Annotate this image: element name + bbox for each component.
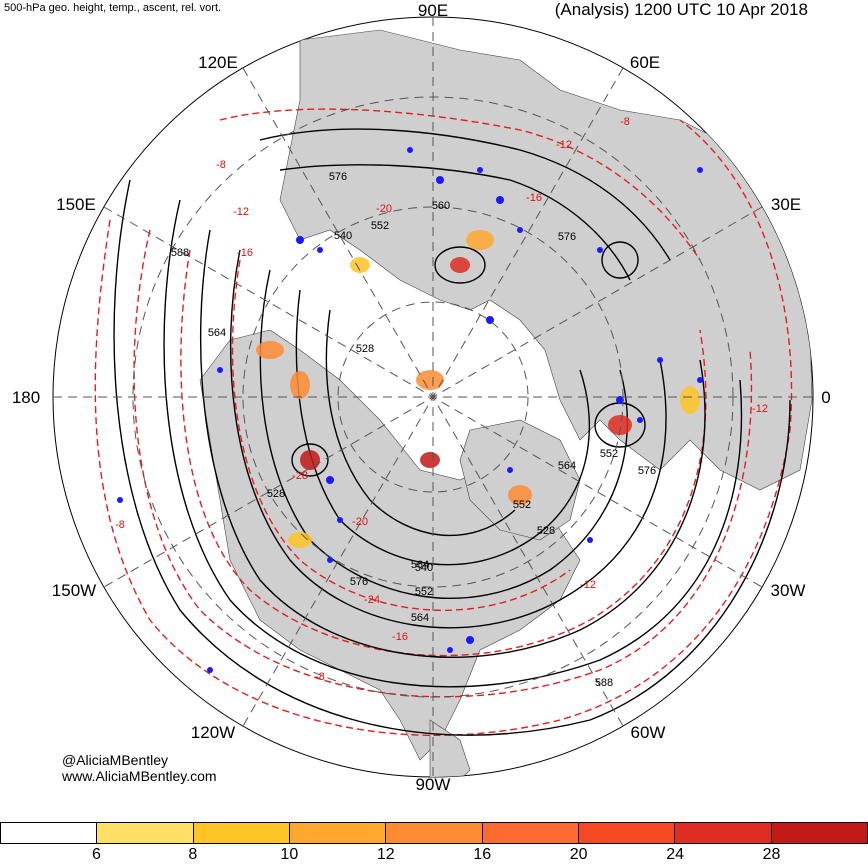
lon-label-120w: 120W (191, 723, 235, 742)
graticule (53, 17, 813, 777)
temp-label: -12 (580, 579, 596, 591)
height-label: 564 (208, 327, 226, 339)
height-label: 528 (537, 525, 555, 537)
temp-label: -8 (115, 519, 125, 531)
lon-label-30w: 30W (771, 581, 806, 600)
height-label: 560 (432, 200, 450, 212)
colorbar-segment (97, 823, 194, 843)
temp-label: -12 (556, 139, 572, 151)
height-label: 588 (595, 677, 613, 689)
height-label: 552 (415, 586, 433, 598)
temp-label: -8 (315, 671, 325, 683)
temp-label: -12 (752, 403, 768, 415)
colorbar-segment (193, 823, 290, 843)
temp-label: -16 (526, 192, 542, 204)
height-label: 564 (411, 559, 429, 571)
colorbar (0, 822, 868, 844)
height-labels: 576 552 540 588 564 528 564 552 576 564 … (171, 171, 656, 689)
analysis-title: (Analysis) 1200 UTC 10 Apr 2018 (554, 0, 808, 19)
temp-label: -24 (364, 594, 380, 606)
lon-label-150w: 150W (52, 581, 96, 600)
colorbar-segment (1, 823, 98, 843)
colorbar-segment (675, 823, 772, 843)
central-america-landmass (429, 719, 471, 777)
temp-label: -16 (392, 631, 408, 643)
lon-label-60w: 60W (631, 723, 666, 742)
temp-label: -12 (233, 206, 249, 218)
lon-label-120e: 120E (198, 53, 238, 72)
temp-label: -20 (352, 516, 368, 528)
height-label: 528 (356, 343, 374, 355)
polar-stereographic-map: 90E 120E 60E 150E 30E 180 0 150W 30W 120… (12, 1, 831, 794)
colorbar-segment (289, 823, 387, 843)
height-label: 576 (350, 576, 368, 588)
height-label: 576 (329, 171, 347, 183)
vorticity-shading (256, 230, 700, 548)
colorbar-tick-label: 10 (280, 846, 299, 863)
lon-label-30e: 30E (771, 195, 801, 214)
height-label: 576 (638, 465, 656, 477)
temp-label: -8 (620, 116, 630, 128)
land-masses (199, 29, 813, 777)
lon-label-90w: 90W (416, 775, 451, 794)
height-label: 576 (558, 231, 576, 243)
colorbar-segment (482, 823, 579, 843)
height-label: 528 (267, 488, 285, 500)
height-label: 540 (415, 562, 433, 574)
height-label: 588 (171, 247, 189, 259)
credit-handle: @AliciaMBentley (62, 752, 169, 768)
greenland-landmass (459, 419, 581, 541)
height-label: 552 (513, 499, 531, 511)
colorbar-segment (578, 823, 676, 843)
height-contours (113, 128, 791, 736)
ascent-features (117, 147, 703, 673)
height-label: 552 (371, 220, 389, 232)
colorbar-tick-label: 28 (762, 846, 781, 863)
height-label: 540 (334, 230, 352, 242)
height-label: 552 (600, 448, 618, 460)
colorbar-tick-label: 12 (376, 846, 395, 863)
colorbar-tick-label: 20 (569, 846, 588, 863)
height-label: 564 (558, 460, 576, 472)
temp-label: -20 (376, 203, 392, 215)
height-label: 564 (411, 612, 429, 624)
colorbar-tick-label: 8 (188, 846, 198, 863)
lon-label-90e: 90E (418, 1, 448, 20)
colorbar-tick-label: 16 (473, 846, 492, 863)
lon-label-180: 180 (12, 388, 40, 407)
colorbar-segment (386, 823, 483, 843)
colorbar-segment (771, 823, 867, 843)
colorbar-tick-label: 24 (666, 846, 685, 863)
north-america-landmass (199, 329, 581, 761)
temperature-labels: -8 -12 -16 -20 -16 -12 -8 -28 -20 -24 -1… (115, 116, 768, 683)
temp-label: -16 (237, 247, 253, 259)
lon-label-150e: 150E (56, 195, 96, 214)
credit-website[interactable]: www.AliciaMBentley.com (62, 768, 217, 784)
temp-label: -8 (216, 159, 226, 171)
colorbar-tick-label: 6 (91, 846, 101, 863)
lon-label-0: 0 (821, 388, 830, 407)
product-description: 500-hPa geo. height, temp., ascent, rel.… (4, 2, 222, 14)
asia-landmass (279, 29, 813, 491)
lon-label-60e: 60E (630, 53, 660, 72)
temp-label: -28 (292, 470, 308, 482)
